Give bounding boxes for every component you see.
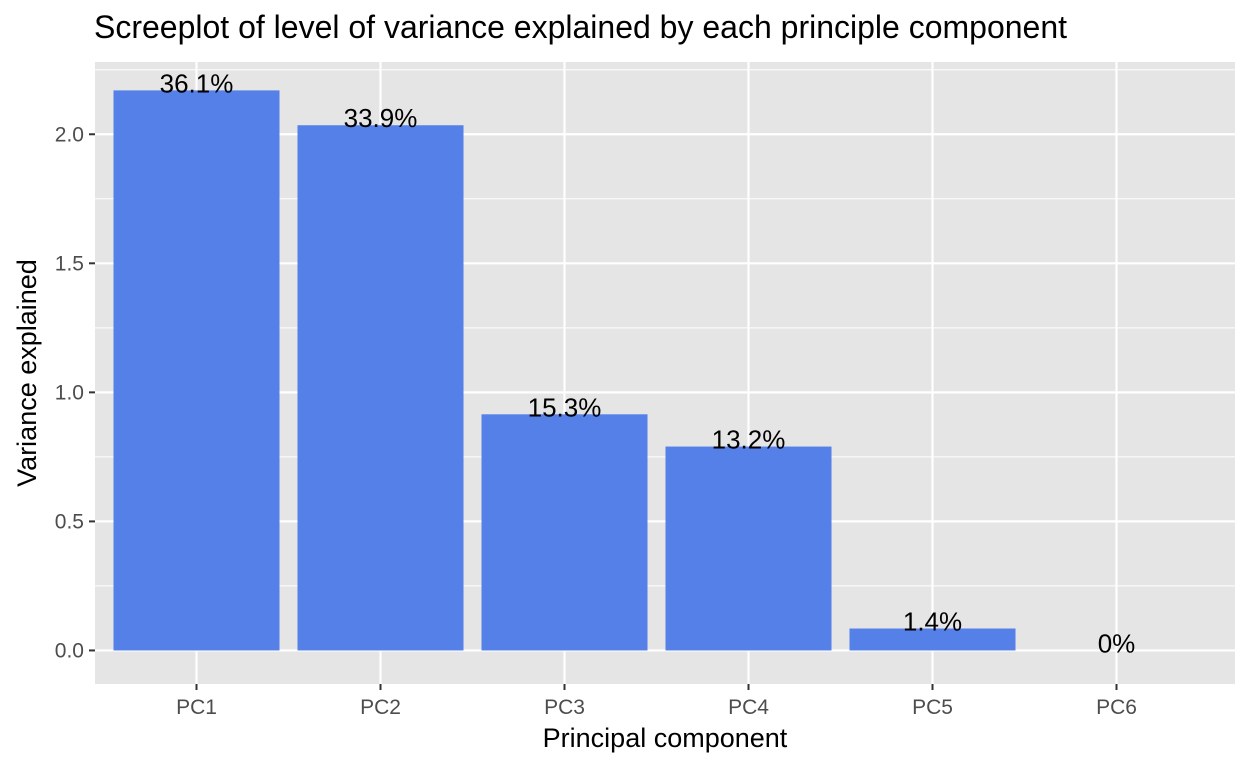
chart-title: Screeplot of level of variance explained… [94,9,1067,45]
data-label-pc1: 36.1% [160,68,234,98]
bar-pc4 [665,446,832,651]
x-tick-label: PC4 [728,696,769,719]
data-label-pc5: 1.4% [903,607,962,637]
x-tick-label: PC3 [544,696,585,719]
y-tick-label: 0.5 [55,510,84,533]
x-tick-label: PC5 [912,696,953,719]
y-tick-label: 2.0 [55,123,84,146]
y-tick-label: 1.5 [55,252,84,275]
bar-pc1 [113,90,280,651]
x-tick-label: PC2 [360,696,401,719]
y-axis-title: Variance explained [12,259,42,487]
data-label-pc3: 15.3% [528,392,602,422]
data-label-pc4: 13.2% [712,425,786,455]
bar-pc2 [297,125,464,651]
x-axis-title: Principal component [543,723,788,753]
bar-pc5 [849,628,1016,651]
plot-panel [95,62,1235,684]
y-tick-label: 0.0 [55,639,84,662]
data-label-pc6: 0% [1098,628,1136,658]
grid-minor [95,69,1235,587]
y-tick-label: 1.0 [55,381,84,404]
bars [113,90,1016,651]
data-labels: 36.1% 33.9% 15.3% 13.2% 1.4% 0% [160,68,1136,658]
x-tick-label: PC1 [176,696,217,719]
x-axis: PC1 PC2 PC3 PC4 PC5 PC6 [176,684,1137,719]
bar-pc3 [481,414,648,651]
y-axis: 0.0 0.5 1.0 1.5 2.0 [55,123,95,662]
data-label-pc2: 33.9% [344,103,418,133]
x-tick-label: PC6 [1096,696,1137,719]
